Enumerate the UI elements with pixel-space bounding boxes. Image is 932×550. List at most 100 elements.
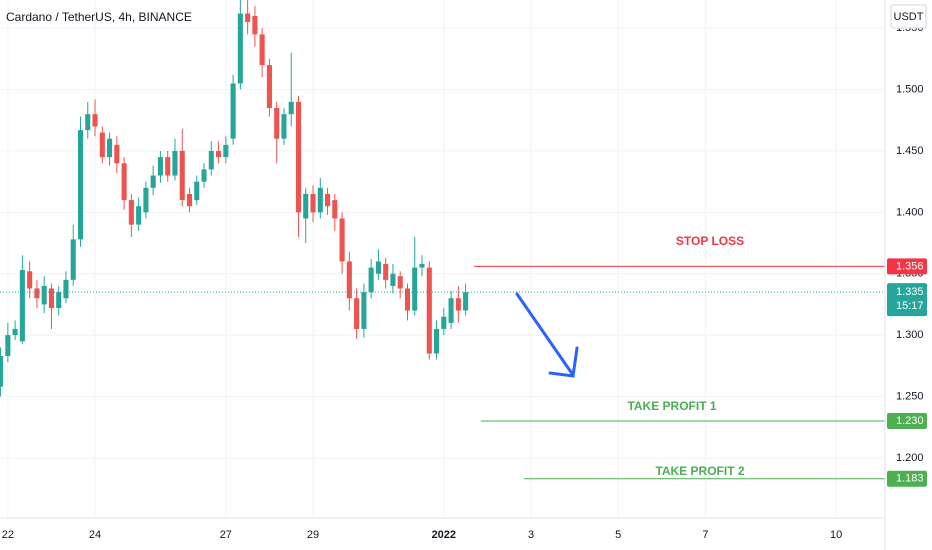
level-tag — [887, 413, 927, 430]
candle-body — [295, 101, 302, 213]
candle-body — [56, 292, 62, 309]
candle-body — [70, 239, 76, 280]
x-tick-label: 27 — [220, 529, 232, 541]
candle-body — [390, 273, 396, 287]
candle-body — [339, 218, 345, 262]
x-tick-label: 2022 — [432, 529, 456, 541]
candle-body — [143, 187, 149, 213]
level-price-label: 1.230 — [896, 415, 924, 427]
candle-body — [34, 288, 40, 299]
candle-body — [317, 187, 323, 213]
candle-body — [150, 175, 156, 188]
level-tag — [887, 470, 927, 487]
candle-body — [85, 114, 91, 131]
candle-body — [397, 276, 403, 289]
candle-body — [223, 144, 229, 158]
y-tick-label: 1.450 — [896, 145, 924, 157]
candle-body — [274, 108, 280, 139]
candle-body — [99, 132, 105, 158]
candle-body — [245, 13, 251, 23]
candle-body — [194, 181, 200, 201]
level-name: TAKE PROFIT 2 — [655, 464, 744, 478]
x-tick-label: 7 — [702, 529, 708, 541]
candle-body — [455, 298, 461, 311]
y-tick-label: 1.250 — [896, 390, 924, 402]
y-tick-label: 1.500 — [896, 84, 924, 96]
x-tick-label: 22 — [2, 529, 14, 541]
candle-body — [186, 193, 193, 207]
candle-body — [5, 335, 11, 356]
candle-body — [310, 193, 316, 213]
candle-body — [448, 298, 454, 323]
candle-body — [266, 65, 272, 109]
currency: USDT — [894, 11, 924, 23]
x-tick-label: 3 — [528, 529, 534, 541]
candle-body — [63, 279, 69, 299]
candle-body — [41, 286, 47, 305]
candle-body — [208, 150, 214, 170]
candle-body — [383, 263, 389, 280]
level-price-label: 1.183 — [896, 473, 924, 485]
countdown: 15:17 — [896, 300, 924, 312]
candle-body — [77, 130, 84, 240]
arrow — [515, 292, 579, 378]
candle-body — [216, 150, 222, 158]
candle-body — [230, 83, 236, 139]
grid — [0, 0, 885, 518]
candle-body — [114, 144, 120, 164]
current-price-tag — [887, 283, 927, 317]
candle-body — [172, 150, 178, 176]
candle-body — [259, 34, 265, 66]
candle-body — [433, 328, 440, 354]
level-tag — [887, 258, 927, 275]
candle-body — [332, 200, 338, 219]
plot-area — [0, 0, 885, 480]
candle-body — [237, 13, 243, 84]
candle-body — [404, 288, 411, 311]
candle-body — [368, 267, 374, 293]
y-tick-label: 1.400 — [896, 206, 924, 218]
candle-body — [0, 355, 4, 387]
candle-body — [463, 292, 469, 311]
candle-body — [361, 292, 367, 329]
current-price-label: 1.335 — [896, 286, 924, 298]
candle-body — [19, 270, 25, 342]
candle-body — [375, 261, 381, 274]
candle-body — [136, 206, 142, 225]
currency-box — [890, 4, 927, 29]
candle-body — [165, 157, 171, 176]
candle-body — [354, 298, 360, 329]
candle-body — [27, 271, 33, 289]
axes: 1.2001.2501.3001.3501.4001.4501.5001.550… — [2, 22, 927, 541]
level-name: TAKE PROFIT 1 — [627, 399, 716, 413]
x-tick-label: 29 — [307, 529, 319, 541]
candle-body — [303, 193, 309, 219]
y-tick-label: 1.300 — [896, 329, 924, 341]
candle-body — [324, 193, 331, 207]
candle-body — [48, 288, 54, 309]
candle-body — [128, 200, 134, 225]
x-tick-label: 24 — [89, 529, 101, 541]
candle-body — [441, 316, 447, 329]
candle-body — [412, 267, 418, 311]
x-tick-label: 10 — [830, 529, 842, 541]
candle-body — [281, 114, 287, 139]
level-price-label: 1.356 — [896, 260, 924, 272]
y-tick-label: 1.200 — [896, 452, 924, 464]
level-name: STOP LOSS — [676, 234, 744, 248]
candle-body — [157, 157, 163, 176]
chart-title: Cardano / TetherUS, 4h, BINANCE — [6, 10, 192, 24]
candle-body — [92, 114, 98, 127]
candle-body — [288, 101, 294, 115]
candle-body — [121, 163, 127, 201]
candle-body — [252, 15, 258, 35]
candle-body — [107, 138, 113, 158]
candle-body — [179, 150, 185, 201]
candle-body — [346, 261, 352, 299]
candle-body — [419, 263, 425, 268]
candle-body — [12, 328, 18, 336]
candle-body — [201, 169, 207, 182]
candle-body — [426, 267, 432, 354]
x-tick-label: 5 — [615, 529, 621, 541]
